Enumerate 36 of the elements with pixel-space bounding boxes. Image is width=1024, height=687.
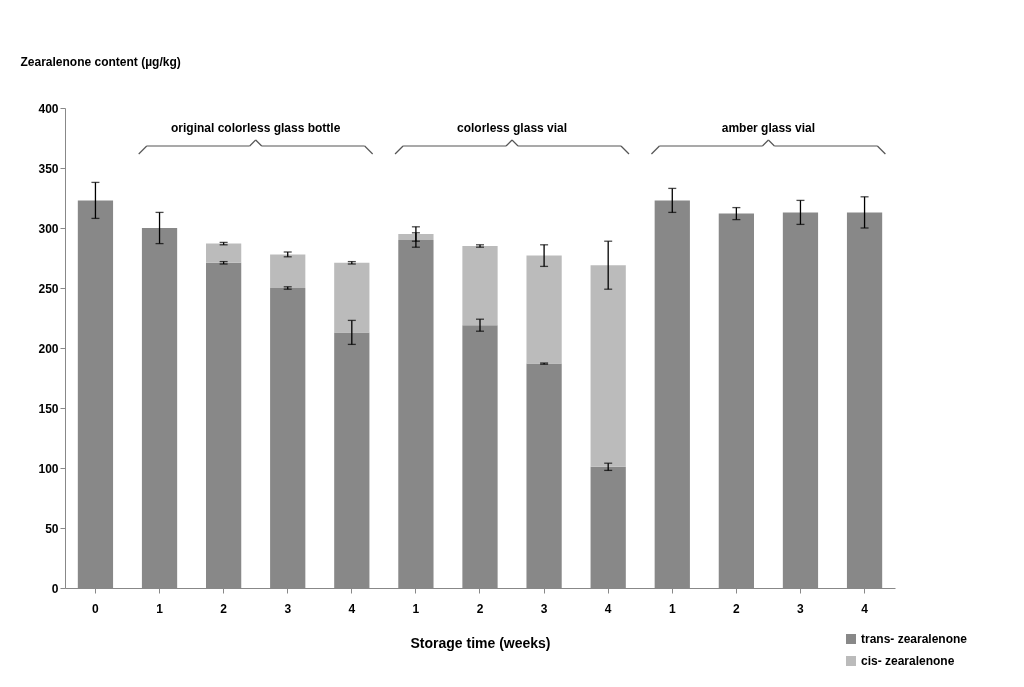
y-tick-label: 50: [45, 521, 59, 536]
bar: [270, 254, 306, 288]
y-tick-label: 350: [38, 161, 59, 176]
bar: [334, 262, 370, 333]
x-tick-label: 1: [412, 601, 420, 616]
legend-label: trans- zearalenone: [861, 632, 968, 646]
x-tick-label: 2: [733, 601, 741, 616]
x-tick-label: 4: [604, 601, 612, 616]
bar: [590, 265, 626, 467]
x-tick-label: 2: [476, 601, 484, 616]
annotation: original colorless glass bottle: [170, 121, 341, 135]
bar: [206, 243, 242, 263]
x-tick-label: 0: [92, 601, 100, 616]
y-axis-title: Zearalenone content (µg/kg): [20, 54, 181, 69]
y-tick-label: 0: [51, 581, 59, 596]
y-tick-label: 100: [38, 461, 59, 476]
x-axis-title: Storage time (weeks): [410, 634, 551, 651]
x-tick-label: 4: [861, 601, 869, 616]
annotation: colorless glass vial: [457, 121, 568, 135]
y-tick-label: 250: [38, 281, 59, 296]
y-tick-label: 300: [38, 221, 59, 236]
x-tick-label: 3: [540, 601, 548, 616]
y-tick-label: 200: [38, 341, 59, 356]
legend-label: cis- zearalenone: [861, 654, 955, 668]
x-tick-label: 1: [156, 601, 164, 616]
x-tick-label: 4: [348, 601, 356, 616]
x-tick-label: 1: [668, 601, 676, 616]
bar: [526, 255, 562, 364]
y-tick-label: 150: [38, 401, 59, 416]
annotation: amber glass vial: [721, 121, 816, 135]
bar: [398, 234, 434, 240]
x-tick-label: 2: [220, 601, 228, 616]
bar: [462, 246, 498, 326]
x-tick-label: 3: [797, 601, 805, 616]
y-tick-label: 400: [38, 101, 59, 116]
x-tick-label: 3: [284, 601, 292, 616]
